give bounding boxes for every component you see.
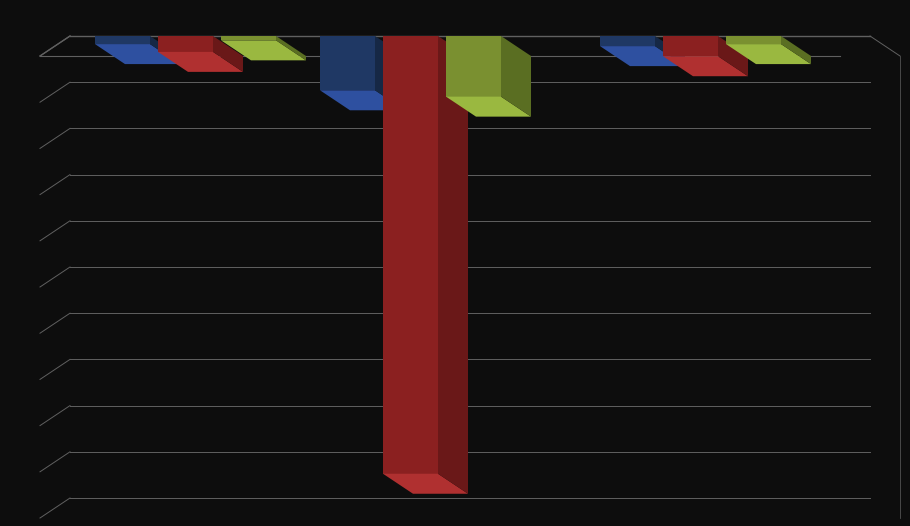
Polygon shape: [158, 52, 243, 72]
Polygon shape: [600, 36, 655, 46]
Polygon shape: [150, 36, 180, 64]
Polygon shape: [663, 36, 718, 56]
Polygon shape: [438, 36, 468, 494]
Polygon shape: [600, 46, 685, 66]
Polygon shape: [276, 36, 306, 60]
Polygon shape: [726, 36, 781, 44]
Polygon shape: [726, 44, 811, 64]
Polygon shape: [781, 36, 811, 64]
Polygon shape: [158, 36, 213, 52]
Polygon shape: [655, 36, 685, 66]
Polygon shape: [663, 56, 748, 76]
Polygon shape: [718, 36, 748, 76]
Polygon shape: [375, 36, 405, 110]
Polygon shape: [221, 36, 276, 41]
Polygon shape: [446, 36, 501, 97]
Polygon shape: [446, 97, 531, 117]
Polygon shape: [320, 36, 375, 90]
Polygon shape: [383, 36, 438, 474]
Polygon shape: [213, 36, 243, 72]
Polygon shape: [95, 36, 150, 44]
Polygon shape: [95, 44, 180, 64]
Polygon shape: [320, 90, 405, 110]
Polygon shape: [221, 41, 306, 60]
Polygon shape: [383, 474, 468, 494]
Polygon shape: [501, 36, 531, 117]
